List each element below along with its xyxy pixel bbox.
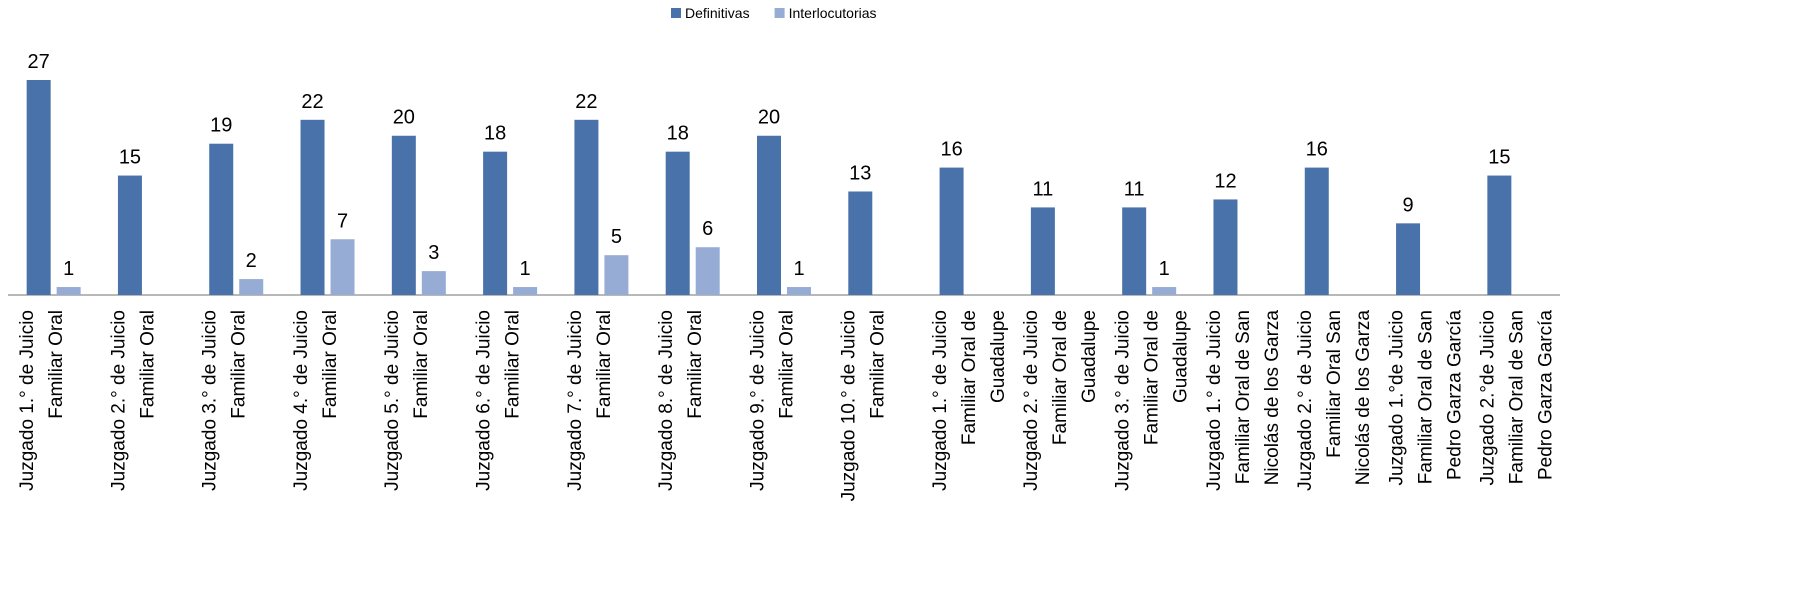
x-tick-label: Juzgado 8.° de Juicio Familiar Oral <box>656 310 706 491</box>
x-tick-label: Juzgado 9.° de Juicio Familiar Oral <box>747 310 797 491</box>
bar <box>391 135 416 295</box>
bar <box>56 287 81 295</box>
bar <box>1030 207 1055 295</box>
data-label: 20 <box>758 107 780 129</box>
bar <box>665 151 690 295</box>
data-label: 9 <box>1402 194 1413 216</box>
data-label: 18 <box>667 123 689 145</box>
data-label: 11 <box>1032 178 1053 200</box>
data-label: 1 <box>1159 258 1170 280</box>
bar <box>209 143 234 295</box>
bar <box>1122 207 1147 295</box>
data-label: 18 <box>484 123 506 145</box>
x-tick-label: Juzgado 2.°de Juicio Familiar Oral de San… <box>1478 310 1557 486</box>
x-tick-label: Juzgado 3.° de Juicio Familiar Oral de Gua… <box>1113 310 1192 491</box>
bar <box>300 119 325 295</box>
bar <box>483 151 508 295</box>
x-tick-label: Juzgado 2.° de Juicio Familiar Oral San Ni… <box>1295 310 1374 491</box>
bar <box>939 167 964 295</box>
x-tick-label: Juzgado 1.° de Juicio Familiar Oral de Gua… <box>930 310 1009 491</box>
bar <box>695 247 720 295</box>
data-label: 16 <box>1306 139 1328 161</box>
x-tick-label: Juzgado 3.° de Juicio Familiar Oral <box>200 310 250 491</box>
legend-swatch <box>671 8 681 18</box>
bar <box>1213 199 1238 295</box>
bar <box>787 287 811 295</box>
bar <box>421 271 446 295</box>
data-label: 5 <box>611 226 622 248</box>
bar <box>330 239 355 295</box>
bar <box>1304 167 1329 295</box>
x-tick-label: Juzgado 10.° de Juicio Familiar Oral <box>839 310 889 501</box>
x-tick-label: Juzgado 2.° de Juicio Familiar Oral <box>108 310 158 491</box>
data-label: 15 <box>1488 147 1510 169</box>
x-tick-label: Juzgado 4.° de Juicio Familiar Oral <box>291 310 341 491</box>
legend-label: Definitivas <box>685 5 750 21</box>
data-label: 22 <box>301 91 323 113</box>
x-tick-label: Juzgado 1.° de Juicio Familiar Oral de Sa… <box>1204 310 1283 491</box>
x-tick-label: Juzgado 1.° de Juicio Familiar Oral <box>17 310 67 491</box>
legend-label: Interlocutorias <box>789 5 877 21</box>
data-label: 11 <box>1124 178 1145 200</box>
data-label: 16 <box>940 139 962 161</box>
data-label: 19 <box>210 115 232 137</box>
data-label: 27 <box>28 51 50 73</box>
legend: Definitivas Interlocutorias <box>671 5 877 21</box>
data-label: 1 <box>63 258 74 280</box>
data-label: 7 <box>337 210 348 232</box>
x-tick-label: Juzgado 2.° de Juicio Familiar Oral de Gua… <box>1021 310 1100 491</box>
data-label: 1 <box>520 258 531 280</box>
data-label: 3 <box>428 242 439 264</box>
bar <box>1396 223 1421 295</box>
x-tick-label: Juzgado 5.° de Juicio Familiar Oral <box>382 310 432 491</box>
bar <box>513 287 538 295</box>
bar <box>604 255 629 295</box>
x-tick-label: Juzgado 1.°de Juicio Familiar Oral de San… <box>1386 310 1465 486</box>
bar <box>757 135 781 295</box>
data-label: 2 <box>246 250 257 272</box>
legend-swatch <box>774 8 785 18</box>
bar <box>26 80 51 295</box>
bar <box>1152 287 1177 295</box>
data-label: 15 <box>119 147 141 169</box>
bar <box>117 175 142 295</box>
data-label: 20 <box>393 107 415 129</box>
bar <box>1487 175 1512 295</box>
bar <box>848 191 873 295</box>
data-label: 12 <box>1214 170 1236 192</box>
data-label: 22 <box>575 91 597 113</box>
x-tick-label: Juzgado 7.° de Juicio Familiar Oral <box>565 310 615 491</box>
data-label: 13 <box>849 162 871 184</box>
data-label: 1 <box>793 258 804 280</box>
data-label: 6 <box>702 218 713 240</box>
x-tick-label: Juzgado 6.° de Juicio Familiar Oral <box>473 310 523 491</box>
bar <box>239 279 264 295</box>
bar <box>574 119 599 295</box>
